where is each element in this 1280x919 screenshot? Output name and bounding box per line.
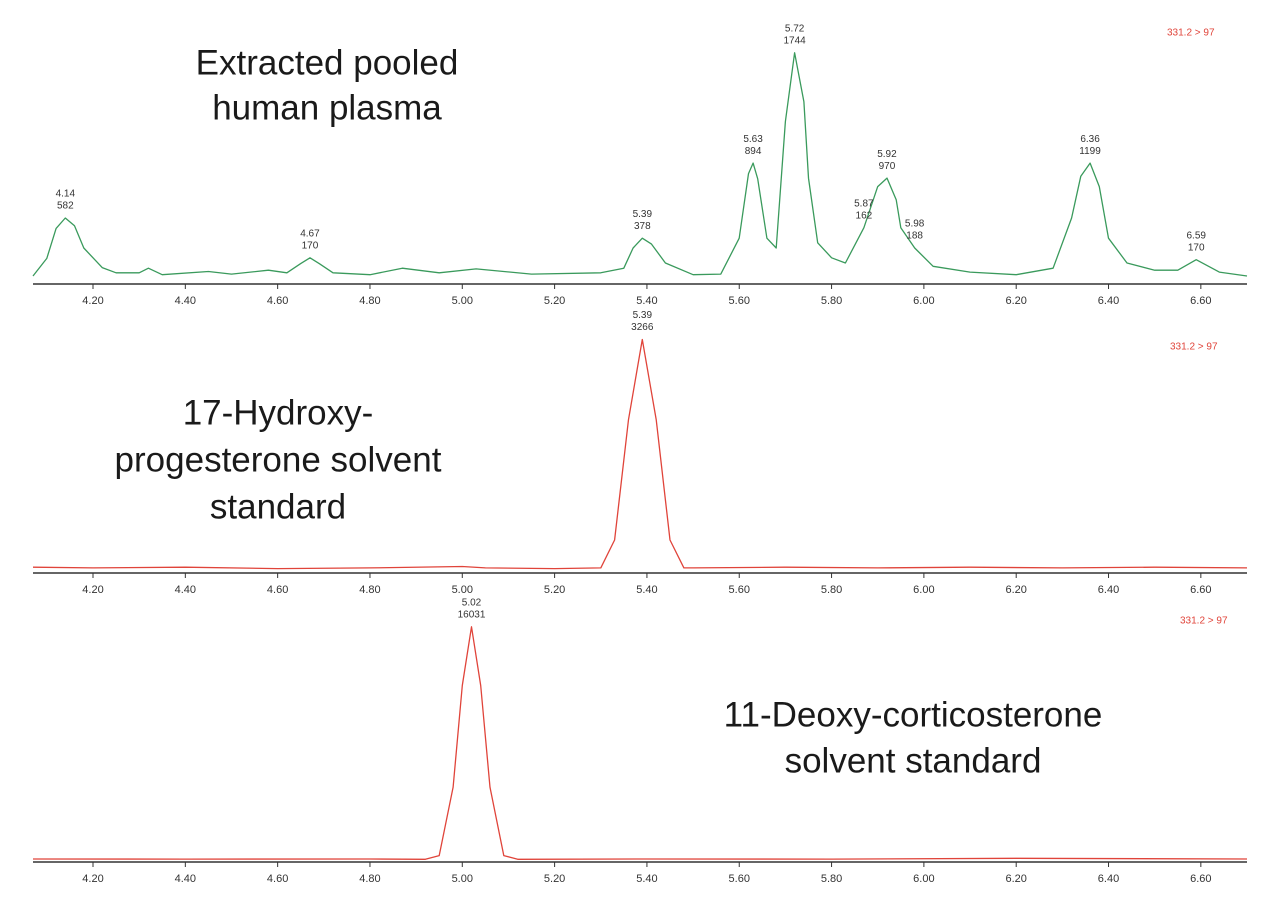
x-tick-label: 5.00 [452, 584, 473, 596]
x-tick-label: 5.60 [729, 295, 750, 307]
x-tick-label: 5.40 [636, 295, 657, 307]
x-tick-label: 4.60 [267, 295, 288, 307]
peak-time-label: 5.72 [785, 23, 805, 34]
peak-time-label: 5.39 [633, 310, 653, 321]
x-tick-label: 5.40 [636, 873, 657, 885]
peak-height-label: 170 [302, 240, 319, 251]
x-tick-label: 6.20 [1005, 584, 1026, 596]
x-tick-label: 4.40 [175, 873, 196, 885]
x-tick-label: 4.80 [359, 584, 380, 596]
x-tick-label: 5.00 [452, 873, 473, 885]
peak-time-label: 5.39 [633, 209, 653, 220]
x-tick-label: 6.40 [1098, 873, 1119, 885]
peak-height-label: 1199 [1079, 146, 1101, 157]
x-tick-label: 4.20 [82, 584, 103, 596]
transition-label: 331.2 > 97 [1167, 28, 1215, 39]
x-tick-label: 5.80 [821, 295, 842, 307]
x-tick-label: 4.60 [267, 584, 288, 596]
trace [32, 338, 1248, 570]
x-tick-label: 5.60 [729, 873, 750, 885]
transition-label: 331.2 > 97 [1180, 616, 1228, 627]
peak-height-label: 188 [906, 231, 923, 242]
x-tick-label: 6.00 [913, 873, 934, 885]
x-tick-label: 6.20 [1005, 873, 1026, 885]
peak-time-label: 5.87 [854, 198, 874, 209]
peak-height-label: 894 [745, 146, 762, 157]
trace [32, 626, 1248, 860]
peak-height-label: 170 [1188, 242, 1205, 253]
peak-height-label: 16031 [458, 609, 486, 620]
x-tick-label: 6.60 [1190, 584, 1211, 596]
peak-height-label: 970 [879, 161, 896, 172]
x-tick-label: 6.60 [1190, 295, 1211, 307]
x-tick-label: 5.20 [544, 295, 565, 307]
peak-time-label: 5.63 [743, 134, 763, 145]
peak-height-label: 378 [634, 221, 651, 232]
panel-title: 11-Deoxy-corticosterone [724, 695, 1103, 734]
panel-title: progesterone solvent [115, 440, 442, 479]
panel-title: 17-Hydroxy- [183, 393, 374, 432]
transition-label: 331.2 > 97 [1170, 342, 1218, 353]
peak-time-label: 5.98 [905, 219, 925, 230]
peak-time-label: 6.36 [1080, 134, 1100, 145]
x-tick-label: 6.40 [1098, 584, 1119, 596]
x-tick-label: 4.40 [175, 584, 196, 596]
x-tick-label: 5.40 [636, 584, 657, 596]
x-tick-label: 4.20 [82, 295, 103, 307]
x-tick-label: 6.40 [1098, 295, 1119, 307]
x-tick-label: 6.00 [913, 584, 934, 596]
x-tick-label: 5.60 [729, 584, 750, 596]
x-tick-label: 5.20 [544, 584, 565, 596]
x-tick-label: 4.40 [175, 295, 196, 307]
x-tick-label: 6.20 [1005, 295, 1026, 307]
panel-title: standard [210, 487, 346, 526]
x-tick-label: 4.20 [82, 873, 103, 885]
x-tick-label: 4.60 [267, 873, 288, 885]
peak-height-label: 1744 [784, 35, 807, 46]
peak-time-label: 6.59 [1186, 230, 1206, 241]
peak-time-label: 4.14 [56, 189, 76, 200]
x-tick-label: 5.80 [821, 873, 842, 885]
peak-height-label: 162 [856, 210, 873, 221]
x-tick-label: 6.00 [913, 295, 934, 307]
x-tick-label: 4.80 [359, 873, 380, 885]
panel-title: solvent standard [785, 741, 1042, 780]
x-tick-label: 5.20 [544, 873, 565, 885]
trace [32, 52, 1248, 277]
peak-height-label: 3266 [631, 322, 654, 333]
peak-time-label: 4.67 [300, 228, 320, 239]
panel-title: human plasma [212, 88, 442, 127]
x-tick-label: 5.80 [821, 584, 842, 596]
x-tick-label: 5.00 [452, 295, 473, 307]
peak-height-label: 582 [57, 201, 74, 212]
panel-title: Extracted pooled [196, 43, 459, 82]
peak-time-label: 5.02 [462, 597, 482, 608]
x-tick-label: 6.60 [1190, 873, 1211, 885]
x-tick-label: 4.80 [359, 295, 380, 307]
peak-time-label: 5.92 [877, 149, 897, 160]
